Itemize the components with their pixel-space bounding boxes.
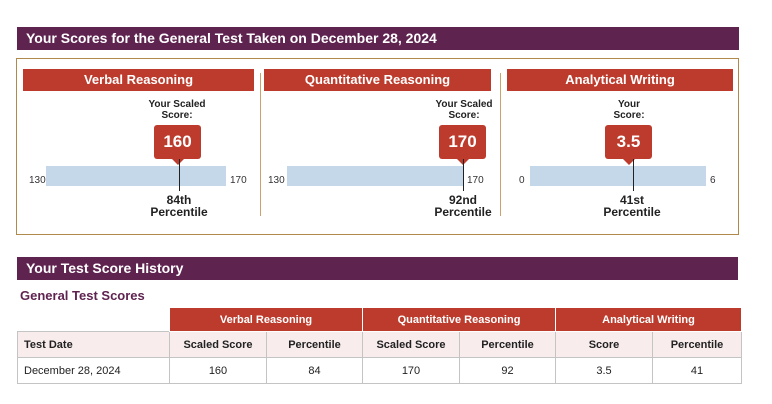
- scores-container: Verbal Reasoning Your Scaled Score: 160 …: [16, 58, 739, 235]
- scaled-score-label: Your Score:: [613, 99, 645, 121]
- blank-cell: [17, 307, 170, 332]
- group-quant: Quantitative Reasoning: [362, 307, 556, 332]
- general-test-scores-heading: General Test Scores: [20, 288, 145, 303]
- group-writing: Analytical Writing: [555, 307, 742, 332]
- col-verbal-percentile: Percentile: [266, 331, 363, 358]
- score-scale-track: [46, 166, 226, 186]
- score-marker: [463, 159, 464, 191]
- col-writing-score: Score: [555, 331, 653, 358]
- writing-panel: Analytical Writing Your Score: 3.5 0 6 4…: [507, 69, 733, 229]
- scores-header: Your Scores for the General Test Taken o…: [17, 27, 739, 50]
- percentile-label: Percentile: [434, 205, 492, 219]
- group-verbal: Verbal Reasoning: [169, 307, 363, 332]
- cell-quant-percentile: 92: [459, 357, 556, 384]
- score-history-table: Verbal Reasoning Quantitative Reasoning …: [17, 307, 742, 384]
- scale-min-label: 130: [268, 175, 285, 186]
- percentile-rank: 41st: [619, 193, 645, 207]
- percentile-label: Percentile: [603, 205, 661, 219]
- col-test-date: Test Date: [17, 331, 170, 358]
- score-marker: [179, 159, 180, 191]
- score-scale-track: [287, 166, 463, 186]
- percentile-rank: 84th: [166, 193, 192, 207]
- score-marker: [633, 159, 634, 191]
- col-writing-percentile: Percentile: [652, 331, 742, 358]
- percentile-label: Percentile: [150, 205, 208, 219]
- score-scale-track: [530, 166, 706, 186]
- score-bubble: 160: [154, 125, 201, 165]
- group-header-row: Verbal Reasoning Quantitative Reasoning …: [17, 307, 742, 332]
- col-quant-percentile: Percentile: [459, 331, 556, 358]
- cell-verbal-scaled: 160: [169, 357, 267, 384]
- column-header-row: Test Date Scaled Score Percentile Scaled…: [17, 331, 742, 358]
- score-bubble: 170: [439, 125, 486, 165]
- scale-min-label: 0: [519, 175, 525, 186]
- panel-title: Analytical Writing: [507, 69, 733, 91]
- scale-min-label: 130: [29, 175, 46, 186]
- scaled-score-label: Your Scaled Score:: [148, 99, 206, 121]
- cell-test-date: December 28, 2024: [17, 357, 170, 384]
- scale-max-label: 170: [230, 175, 247, 186]
- scale-max-label: 6: [710, 175, 716, 186]
- panel-title: Quantitative Reasoning: [264, 69, 491, 91]
- scale-max-label: 170: [467, 175, 484, 186]
- percentile-rank: 92nd: [448, 193, 477, 207]
- cell-writing-score: 3.5: [555, 357, 653, 384]
- panel-title: Verbal Reasoning: [23, 69, 254, 91]
- col-verbal-scaled: Scaled Score: [169, 331, 267, 358]
- cell-verbal-percentile: 84: [266, 357, 363, 384]
- panel-divider: [260, 73, 261, 216]
- table-row: December 28, 2024 160 84 170 92 3.5 41: [17, 357, 742, 384]
- scaled-score-label: Your Scaled Score:: [435, 99, 493, 121]
- cell-writing-percentile: 41: [652, 357, 742, 384]
- history-header: Your Test Score History: [17, 257, 738, 280]
- score-bubble: 3.5: [605, 125, 652, 165]
- verbal-panel: Verbal Reasoning Your Scaled Score: 160 …: [23, 69, 254, 229]
- quant-panel: Quantitative Reasoning Your Scaled Score…: [264, 69, 493, 229]
- cell-quant-scaled: 170: [362, 357, 460, 384]
- panel-divider: [500, 73, 501, 216]
- col-quant-scaled: Scaled Score: [362, 331, 460, 358]
